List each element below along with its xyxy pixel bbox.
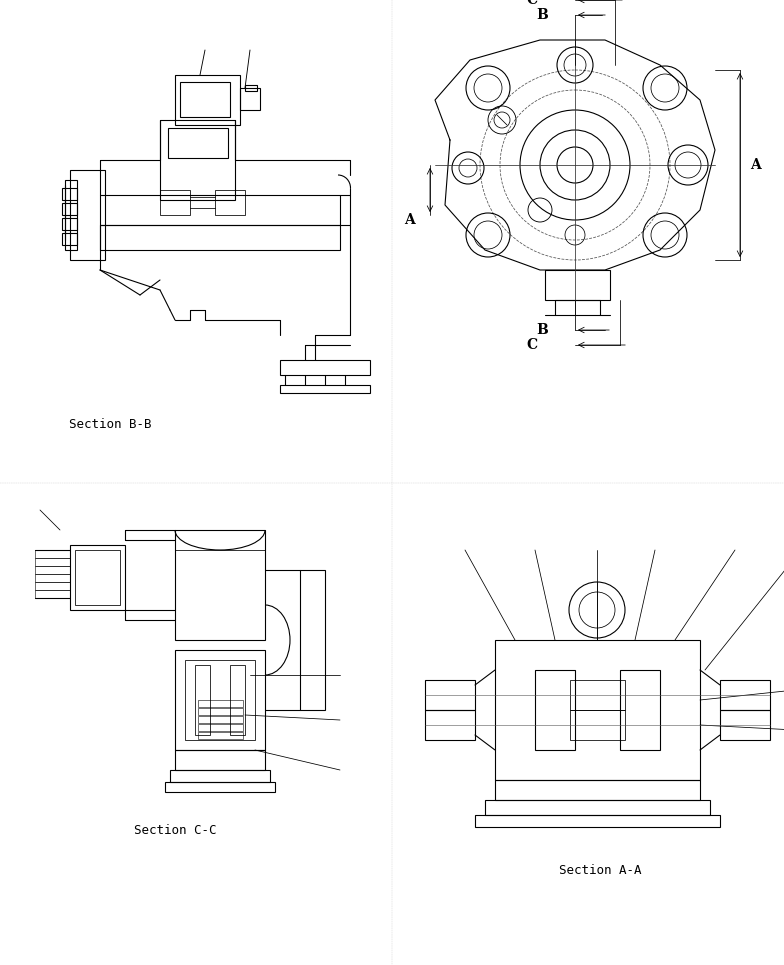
Bar: [720, 710, 770, 740]
Bar: [160, 190, 190, 215]
Bar: [35, 590, 70, 598]
Text: A: A: [750, 158, 760, 172]
Text: C: C: [527, 338, 538, 352]
Bar: [245, 85, 257, 91]
Bar: [35, 558, 70, 566]
Bar: [545, 270, 610, 300]
Text: B: B: [536, 323, 548, 337]
Bar: [198, 716, 243, 723]
Bar: [100, 195, 340, 225]
Bar: [175, 75, 240, 125]
Bar: [475, 815, 720, 827]
Bar: [280, 385, 370, 393]
Bar: [240, 88, 260, 110]
Bar: [495, 780, 700, 800]
Bar: [535, 670, 575, 750]
Bar: [570, 680, 625, 710]
Bar: [100, 225, 340, 250]
Bar: [62, 218, 77, 230]
Bar: [35, 566, 70, 574]
Bar: [170, 770, 270, 782]
Bar: [300, 570, 325, 710]
Bar: [175, 530, 265, 640]
Bar: [215, 190, 245, 215]
Text: Section A-A: Section A-A: [559, 864, 641, 876]
Bar: [62, 233, 77, 245]
Bar: [160, 120, 235, 200]
Bar: [198, 724, 243, 731]
Bar: [198, 700, 243, 707]
Bar: [70, 545, 125, 610]
Text: C: C: [527, 0, 538, 7]
Bar: [62, 203, 77, 215]
Bar: [195, 665, 210, 735]
Bar: [70, 170, 105, 260]
Bar: [168, 128, 228, 158]
Bar: [425, 710, 475, 740]
Text: Section B-B: Section B-B: [69, 419, 151, 431]
Bar: [165, 782, 275, 792]
Bar: [62, 188, 77, 200]
Bar: [230, 665, 245, 735]
Bar: [175, 650, 265, 750]
Bar: [485, 800, 710, 815]
Bar: [65, 180, 77, 250]
Bar: [620, 670, 660, 750]
Bar: [198, 708, 243, 715]
Text: Section C-C: Section C-C: [134, 823, 216, 837]
Bar: [495, 640, 700, 780]
Bar: [425, 680, 475, 710]
Text: A: A: [405, 213, 415, 227]
Bar: [35, 574, 70, 582]
Bar: [720, 680, 770, 710]
Bar: [185, 660, 255, 740]
Bar: [198, 732, 243, 739]
Bar: [570, 710, 625, 740]
Bar: [35, 582, 70, 590]
Bar: [35, 550, 70, 558]
Text: B: B: [536, 8, 548, 22]
Bar: [555, 300, 600, 315]
Bar: [180, 82, 230, 117]
Bar: [75, 550, 120, 605]
Bar: [280, 360, 370, 375]
Bar: [175, 750, 265, 770]
